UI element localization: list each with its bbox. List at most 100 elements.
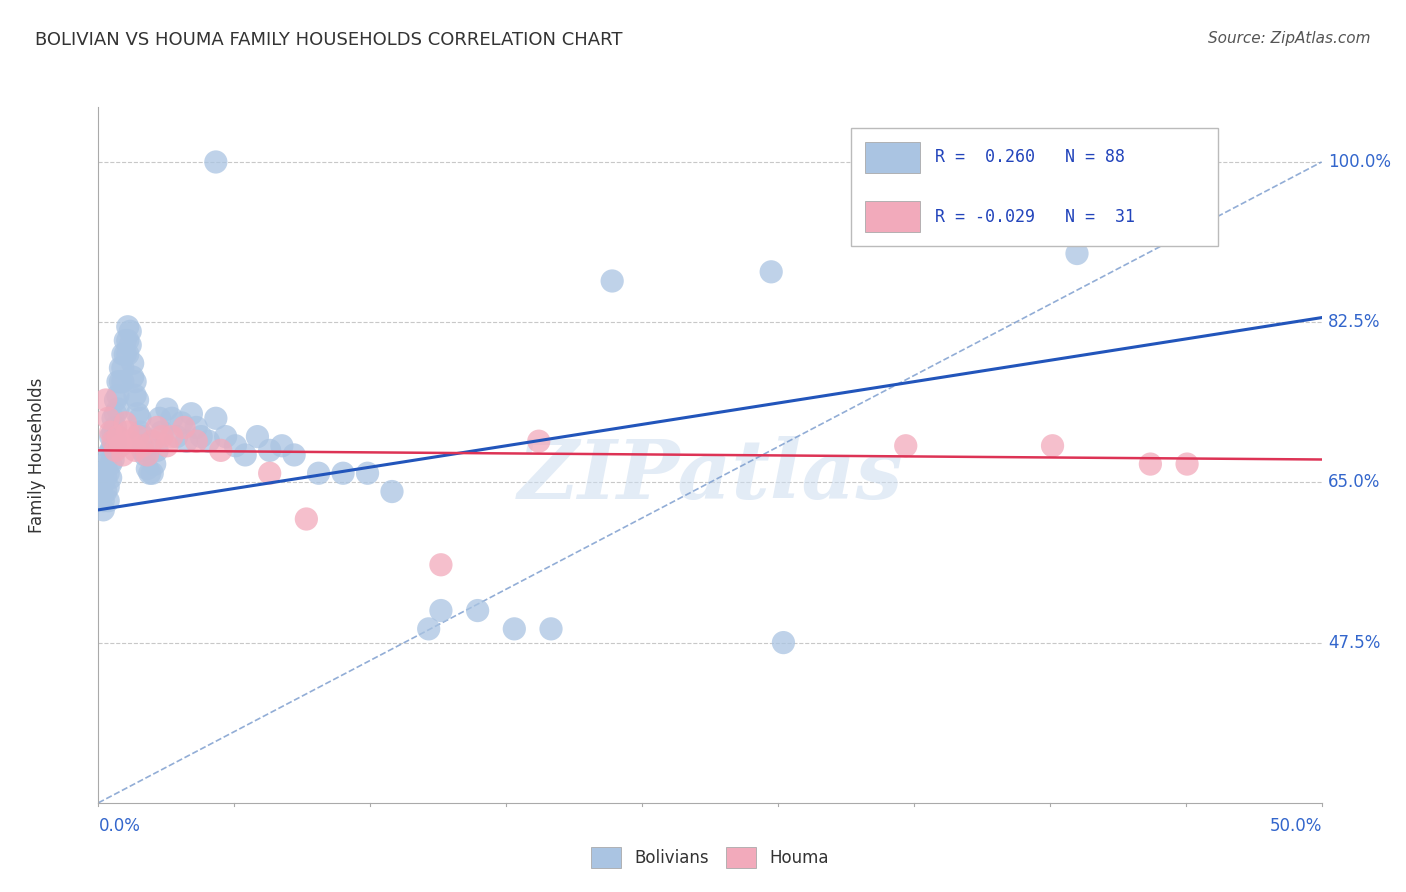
FancyBboxPatch shape [865,201,921,232]
Point [170,416,193,430]
Point [160,429,183,443]
Text: BOLIVIAN VS HOUMA FAMILY HOUSEHOLDS CORRELATION CHART: BOLIVIAN VS HOUMA FAMILY HOUSEHOLDS CORR… [35,31,623,49]
Point [107,388,129,402]
Point [259,443,281,458]
Point [131,439,153,453]
Point [141,467,163,481]
Point [97,448,120,462]
Point [503,622,526,636]
Text: Family Households: Family Households [28,377,46,533]
Point [295,512,318,526]
Point [100,457,122,471]
Point [120,338,142,352]
Point [90,467,112,481]
Point [94,471,117,485]
Point [131,443,153,458]
Point [136,448,159,462]
Point [176,434,198,449]
Point [186,434,208,449]
Point [186,420,208,434]
Point [1066,246,1088,260]
Point [540,622,562,636]
Point [259,467,281,481]
Point [143,457,166,471]
Point [104,392,127,407]
Point [205,411,228,425]
Point [270,439,294,453]
Point [214,429,236,443]
Point [114,347,136,361]
Point [150,425,173,439]
Point [205,155,228,169]
Point [150,429,173,443]
Text: 65.0%: 65.0% [1327,474,1381,491]
Point [1042,439,1064,453]
Point [332,467,354,481]
Point [100,443,122,458]
Point [110,361,132,376]
Point [141,434,163,449]
Point [100,425,122,439]
Point [308,467,330,481]
Point [894,439,917,453]
Text: 47.5%: 47.5% [1327,633,1381,651]
Point [156,402,179,417]
Point [146,443,169,458]
Text: R =  0.260   N = 88: R = 0.260 N = 88 [935,148,1125,167]
Point [91,493,114,508]
Point [156,439,179,453]
Point [107,402,129,417]
Point [97,467,120,481]
FancyBboxPatch shape [865,142,921,173]
Point [190,429,212,443]
Point [600,274,623,288]
Point [91,503,114,517]
Point [127,429,149,443]
Point [146,420,169,434]
Point [94,484,117,499]
Point [197,434,219,449]
Point [111,448,134,462]
Point [107,429,129,443]
Point [1139,457,1161,471]
Point [129,411,152,425]
Point [120,324,142,338]
Point [139,467,162,481]
Point [121,356,143,370]
Point [131,429,153,443]
Point [111,347,134,361]
Point [117,347,139,361]
Text: ZIPatlas: ZIPatlas [517,436,903,516]
Point [124,443,146,458]
Point [94,392,117,407]
Point [283,448,305,462]
Point [111,375,134,389]
Point [136,461,159,475]
Point [94,457,117,471]
Point [117,319,139,334]
Text: Source: ZipAtlas.com: Source: ZipAtlas.com [1208,31,1371,46]
Point [430,603,453,617]
Point [180,407,202,421]
Point [101,439,124,453]
Point [761,265,783,279]
Point [101,425,124,439]
Point [124,375,146,389]
Point [160,411,183,425]
Point [127,407,149,421]
Text: 0.0%: 0.0% [98,816,141,835]
Point [149,411,172,425]
Point [121,370,143,384]
Point [224,439,246,453]
Point [209,443,232,458]
Point [467,603,489,617]
Point [134,448,156,462]
Text: 100.0%: 100.0% [1327,153,1391,171]
Point [356,467,378,481]
Point [120,434,142,449]
Point [101,434,124,449]
Point [104,443,127,458]
Point [117,425,139,439]
Point [104,407,127,421]
Point [246,429,269,443]
